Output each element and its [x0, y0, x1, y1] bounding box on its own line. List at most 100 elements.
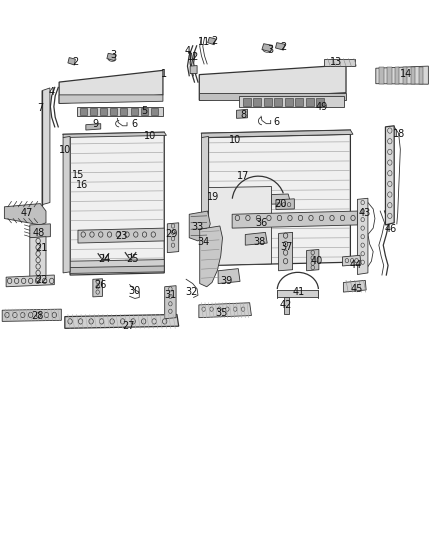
Polygon shape — [284, 297, 289, 314]
Polygon shape — [395, 67, 399, 84]
Bar — [316, 98, 324, 106]
Polygon shape — [167, 223, 179, 253]
Text: 31: 31 — [164, 290, 176, 300]
Polygon shape — [2, 309, 61, 321]
Text: 10: 10 — [229, 135, 241, 145]
Text: 40: 40 — [310, 256, 322, 266]
Polygon shape — [277, 290, 318, 297]
Text: 45: 45 — [351, 284, 363, 294]
Text: 9: 9 — [92, 119, 99, 128]
Text: 47: 47 — [20, 208, 32, 218]
Text: 2: 2 — [212, 36, 218, 45]
Text: 16: 16 — [76, 181, 88, 190]
Polygon shape — [218, 269, 240, 284]
Text: 46: 46 — [385, 224, 397, 234]
Text: 2: 2 — [281, 42, 287, 52]
Text: 6: 6 — [274, 117, 280, 127]
Text: 35: 35 — [215, 309, 228, 318]
Bar — [100, 108, 107, 115]
Polygon shape — [272, 194, 291, 204]
Text: 20: 20 — [274, 199, 286, 209]
Text: 27: 27 — [122, 321, 134, 331]
Polygon shape — [42, 88, 50, 205]
Bar — [243, 98, 251, 106]
Text: 23: 23 — [116, 231, 128, 241]
Bar — [77, 107, 163, 116]
Polygon shape — [63, 136, 70, 273]
Text: 22: 22 — [35, 276, 47, 285]
Text: 39: 39 — [220, 277, 232, 286]
Polygon shape — [201, 136, 208, 262]
Polygon shape — [279, 232, 293, 271]
Text: 41: 41 — [293, 287, 305, 296]
Bar — [110, 108, 117, 115]
Text: 24: 24 — [98, 254, 110, 264]
Polygon shape — [6, 275, 54, 287]
Text: 21: 21 — [35, 243, 47, 253]
Text: 25: 25 — [126, 254, 138, 264]
Polygon shape — [357, 198, 368, 274]
Text: 15: 15 — [72, 170, 85, 180]
Polygon shape — [107, 53, 116, 61]
Polygon shape — [307, 249, 319, 271]
Polygon shape — [59, 70, 163, 103]
Polygon shape — [387, 67, 392, 84]
Polygon shape — [165, 286, 176, 319]
Text: 33: 33 — [191, 222, 203, 231]
Bar — [264, 98, 272, 106]
Polygon shape — [93, 279, 102, 297]
Polygon shape — [276, 199, 294, 209]
Polygon shape — [78, 228, 164, 243]
Polygon shape — [208, 37, 215, 45]
Polygon shape — [199, 93, 346, 100]
Polygon shape — [245, 232, 267, 245]
Polygon shape — [200, 226, 223, 287]
Polygon shape — [343, 280, 366, 292]
Text: 30: 30 — [129, 286, 141, 296]
Polygon shape — [65, 314, 179, 328]
Text: 17: 17 — [237, 171, 249, 181]
Polygon shape — [276, 43, 285, 50]
Bar — [80, 108, 87, 115]
Polygon shape — [190, 66, 197, 74]
Text: 1: 1 — [161, 69, 167, 78]
Bar — [285, 98, 293, 106]
Text: 14: 14 — [400, 69, 413, 78]
Bar — [274, 98, 282, 106]
Polygon shape — [30, 224, 50, 238]
Polygon shape — [237, 109, 247, 118]
Polygon shape — [4, 204, 46, 225]
Bar — [306, 98, 314, 106]
Bar — [295, 98, 303, 106]
Text: 2: 2 — [72, 57, 78, 67]
Text: 44: 44 — [350, 260, 362, 270]
Text: 13: 13 — [330, 58, 343, 67]
Text: 29: 29 — [166, 229, 178, 239]
Text: 4: 4 — [49, 87, 55, 97]
Polygon shape — [68, 58, 75, 65]
Bar — [131, 108, 138, 115]
Text: 28: 28 — [31, 311, 43, 321]
Polygon shape — [70, 134, 164, 275]
Text: 7: 7 — [37, 103, 43, 113]
Polygon shape — [70, 266, 164, 273]
Text: 5: 5 — [141, 106, 148, 116]
Text: 43: 43 — [358, 208, 371, 218]
Text: 8: 8 — [240, 110, 246, 120]
Polygon shape — [419, 67, 423, 84]
Polygon shape — [403, 67, 407, 84]
Text: 10: 10 — [144, 132, 156, 141]
Bar — [253, 98, 261, 106]
Text: 37: 37 — [280, 243, 293, 252]
Polygon shape — [189, 211, 210, 241]
Polygon shape — [59, 95, 163, 103]
Polygon shape — [208, 134, 350, 265]
Text: 48: 48 — [32, 229, 45, 238]
Polygon shape — [411, 67, 415, 84]
Text: 42: 42 — [279, 300, 292, 310]
Text: 18: 18 — [393, 130, 406, 139]
Polygon shape — [376, 66, 428, 84]
Polygon shape — [385, 126, 394, 225]
Text: 11: 11 — [198, 37, 211, 46]
Polygon shape — [86, 124, 101, 130]
